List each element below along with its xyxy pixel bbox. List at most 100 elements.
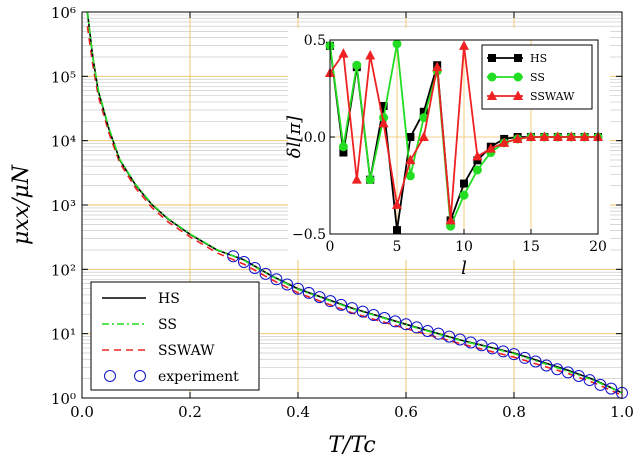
main-y-tick-label: 10⁰ <box>51 390 76 408</box>
main-legend-label-ss: SS <box>158 317 177 333</box>
main-experiment-point <box>238 256 250 269</box>
inset-x-axis-label: l <box>461 258 467 279</box>
inset-ss-point <box>365 175 375 185</box>
inset-legend-marker <box>513 72 523 82</box>
main-experiment-point <box>400 318 412 331</box>
inset-sswaw-point <box>405 154 416 165</box>
inset-hs-point <box>406 133 415 141</box>
inset-legend-marker <box>488 54 496 62</box>
main-x-tick-label: 0.2 <box>178 403 202 421</box>
main-experiment-point <box>540 359 553 372</box>
inset-ss-point <box>419 113 429 123</box>
main-experiment-point <box>443 330 456 343</box>
inset-sswaw-point <box>552 131 563 141</box>
inset-chart: 0 5 10 15 20 −0.5 0.0 0.5 l δl[π] HS SS SSWAW <box>284 28 610 279</box>
main-experiment-point <box>562 366 574 379</box>
main-experiment-point <box>551 363 564 376</box>
inset-hs-point <box>419 107 428 116</box>
inset-sswaw-point <box>485 143 496 153</box>
main-y-axis-label: μxx/μN <box>9 164 34 245</box>
main-x-tick-label: 0.8 <box>502 403 526 421</box>
inset-sswaw-point <box>418 131 429 141</box>
main-experiment-point <box>346 302 358 315</box>
inset-sswaw-point <box>365 50 376 60</box>
main-x-tick-label: 0.4 <box>286 403 310 421</box>
inset-ticks: 0 5 10 15 20 −0.5 0.0 0.5 <box>292 33 607 255</box>
inset-hs-point <box>379 101 388 110</box>
main-series-sswaw <box>86 26 623 397</box>
inset-legend-label-ss: SS <box>530 71 545 84</box>
inset-sswaw-point <box>392 199 402 209</box>
main-experiment-point <box>378 312 391 325</box>
inset-sswaw-point <box>539 131 550 141</box>
inset-ss-point <box>472 165 482 175</box>
main-experiment-point <box>248 261 261 274</box>
main-y-tick-label: 10² <box>51 261 76 279</box>
main-experiment-point <box>432 327 445 340</box>
main-legend: HS SS SSWAW experiment <box>90 281 260 391</box>
main-legend-label-experiment: experiment <box>158 369 239 385</box>
main-experiment-point <box>594 378 607 391</box>
inset-hs-point <box>460 179 468 188</box>
inset-x-tick-label: 0 <box>326 239 335 255</box>
inset-y-tick-label: −0.5 <box>292 227 326 243</box>
inset-legend-label-hs: HS <box>530 52 547 65</box>
main-experiment-point <box>464 336 477 349</box>
inset-x-tick-label: 15 <box>522 239 540 255</box>
inset-sswaw-point <box>526 131 536 141</box>
main-legend-box <box>90 281 260 391</box>
inset-legend-marker <box>487 90 497 100</box>
main-x-tick-label: 1.0 <box>610 403 634 421</box>
main-x-axis-label: T/Tc <box>328 433 375 458</box>
main-experiment-point <box>389 315 402 328</box>
main-y-tick-label: 10⁵ <box>51 68 76 86</box>
main-experiment-point <box>518 351 531 364</box>
main-x-tick-label: 0.6 <box>394 403 418 421</box>
main-y-tick-label: 10³ <box>51 197 76 215</box>
inset-legend: HS SS SSWAW <box>481 44 593 110</box>
inset-ss-point <box>405 171 415 181</box>
inset-y-tick-label: 0.0 <box>304 130 326 146</box>
main-y-tick-label: 10⁶ <box>51 4 76 22</box>
inset-y-axis-label: δl[π] <box>284 115 305 158</box>
inset-x-tick-label: 20 <box>589 239 607 255</box>
main-experiment-point <box>508 348 520 361</box>
main-ticks: 0.0 0.2 0.4 0.6 0.8 1.0 10⁰ 10¹ 10² 10³ 10⁴ 10⁵ 10⁶ <box>51 4 634 421</box>
inset-sswaw-point <box>499 137 510 147</box>
main-experiment-point <box>324 295 337 308</box>
main-legend-marker <box>134 370 146 382</box>
inset-sswaw-point <box>579 131 590 141</box>
inset-legend-marker <box>513 90 523 100</box>
main-experiment-point <box>583 374 596 387</box>
inset-hs-point <box>339 148 348 157</box>
main-experiment-point <box>475 339 488 352</box>
main-x-tick-label: 0.0 <box>70 403 94 421</box>
main-experiment-point <box>270 273 283 286</box>
inset-x-tick-label: 10 <box>455 239 473 255</box>
main-experiment-point <box>367 309 380 322</box>
main-experiment-point <box>281 278 294 291</box>
inset-sswaw-point <box>472 150 483 161</box>
main-experiment-point <box>410 321 423 334</box>
main-experiment-point <box>356 305 369 318</box>
main-experiment-point <box>227 250 240 263</box>
main-experiment-point <box>605 382 618 395</box>
inset-sswaw-point <box>338 48 349 58</box>
inset-ss-point <box>352 60 362 70</box>
inset-ss-point <box>459 190 469 200</box>
main-experiment-point <box>302 286 315 299</box>
main-experiment-point <box>335 298 348 311</box>
inset-y-tick-label: 0.5 <box>304 33 326 49</box>
main-series-ss <box>86 11 623 394</box>
main-experiment-point <box>259 267 272 280</box>
inset-legend-label-sswaw: SSWAW <box>530 90 575 103</box>
inset-legend-marker <box>487 72 497 82</box>
inset-ss-point <box>338 142 348 152</box>
main-y-tick-label: 10⁴ <box>51 133 76 151</box>
main-experiment-point <box>292 282 304 295</box>
inset-ss-point <box>392 39 402 49</box>
inset-sswaw-point <box>512 133 523 143</box>
inset-sswaw-point <box>351 174 362 184</box>
main-legend-label-hs: HS <box>158 291 180 307</box>
